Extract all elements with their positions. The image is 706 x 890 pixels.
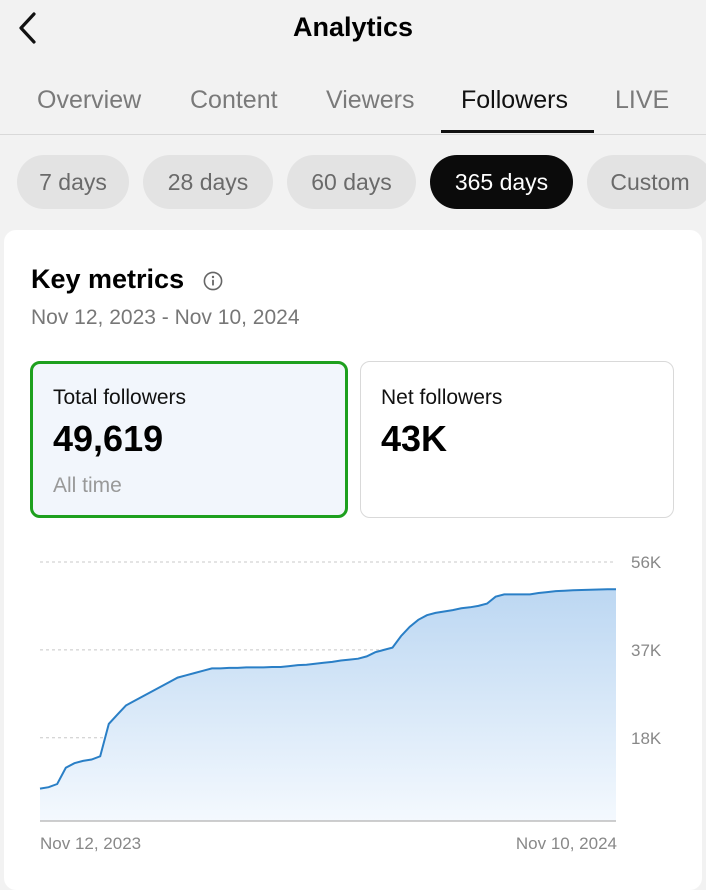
tab-content[interactable]: Content [190,86,278,114]
total-followers-value: 49,619 [53,418,164,459]
range-chip-60-days[interactable]: 60 days [287,155,416,209]
x-tick-label: Nov 10, 2024 [516,834,617,853]
range-chip-custom[interactable]: Custom [587,155,706,209]
total-followers-period: All time [53,474,122,497]
tab-bar: Overview Content Viewers Followers LIVE [0,72,706,135]
x-tick-label: Nov 12, 2023 [40,834,141,853]
total-followers-card[interactable]: Total followers 49,619 All time [30,361,348,518]
back-button[interactable] [14,10,44,46]
header: Analytics [0,0,706,60]
series-area [40,589,616,821]
date-range: Nov 12, 2023 - Nov 10, 2024 [31,306,300,329]
net-followers-card[interactable]: Net followers 43K [360,361,674,518]
active-tab-indicator [441,130,594,133]
chevron-left-icon [19,12,36,44]
key-metrics-card: Key metrics Nov 12, 2023 - Nov 10, 2024 … [4,230,702,890]
y-tick-label: 37K [631,641,662,660]
key-metrics-title: Key metrics [31,264,185,294]
range-chip-28-days[interactable]: 28 days [143,155,273,209]
range-chip-365-days[interactable]: 365 days [430,155,573,209]
tab-viewers[interactable]: Viewers [326,86,415,114]
tab-overview[interactable]: Overview [37,86,142,114]
net-followers-value: 43K [381,418,448,459]
page-title: Analytics [292,12,414,42]
y-tick-label: 18K [631,729,662,748]
info-icon[interactable] [203,271,223,291]
tab-followers[interactable]: Followers [461,86,568,114]
net-followers-label: Net followers [381,386,503,409]
y-tick-label: 56K [631,553,662,572]
followers-chart: 56K 37K 18K Nov 12, 2023 Nov 10, 2024 [39,553,662,853]
total-followers-label: Total followers [53,386,187,409]
range-chip-7-days[interactable]: 7 days [17,155,129,209]
series-line [39,588,616,790]
tab-live[interactable]: LIVE [615,86,670,114]
